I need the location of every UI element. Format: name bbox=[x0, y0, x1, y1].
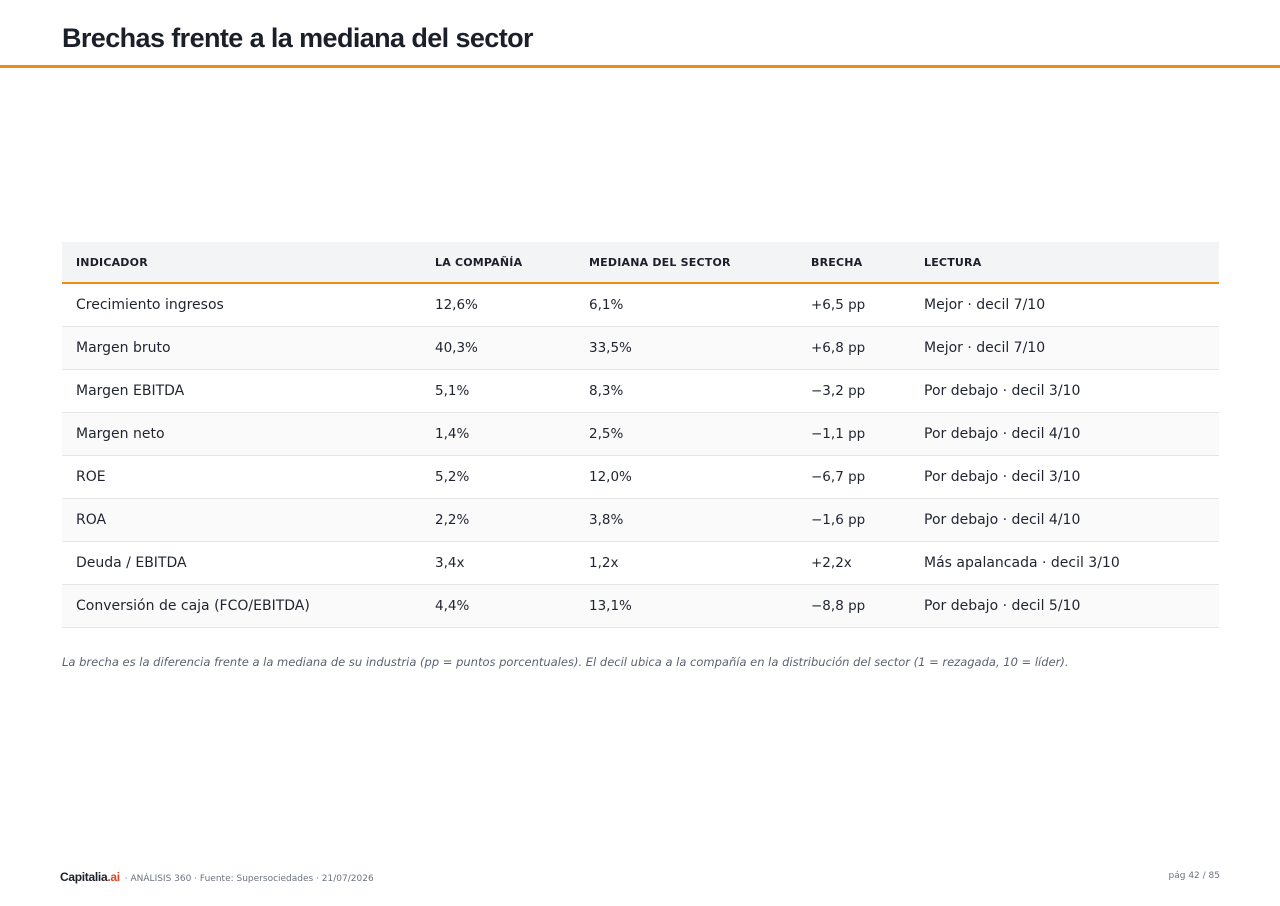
table-row: Deuda / EBITDA 3,4x 1,2x +2,2x Más apalancad… bbox=[62, 541, 1219, 585]
table-cell: Margen EBITDA bbox=[62, 369, 421, 413]
table-cell: Crecimiento ingresos bbox=[62, 283, 421, 327]
brand-name: Capitalia bbox=[60, 870, 108, 884]
table-cell: 1,2x bbox=[575, 541, 797, 585]
table-cell: 5,1% bbox=[421, 369, 575, 413]
table-cell: 8,3% bbox=[575, 369, 797, 413]
table-cell: Por debajo · decil 5/10 bbox=[910, 584, 1219, 628]
table-cell: −3,2 pp bbox=[797, 369, 910, 413]
table-cell: 3,4x bbox=[421, 541, 575, 585]
table-cell: 3,8% bbox=[575, 498, 797, 542]
table-row: Conversión de caja (FCO/EBITDA) 4,4% 13,1%… bbox=[62, 584, 1219, 628]
column-header: LECTURA bbox=[910, 242, 1219, 284]
table-cell: +6,8 pp bbox=[797, 326, 910, 370]
brand-logo: Capitalia.ai bbox=[60, 870, 120, 884]
footnote: La brecha es la diferencia frente a la m… bbox=[62, 655, 1069, 669]
table-cell: Por debajo · decil 3/10 bbox=[910, 455, 1219, 499]
footer-meta: · ANÁLISIS 360 · Fuente: Supersociedades… bbox=[124, 874, 374, 884]
table-cell: 2,5% bbox=[575, 412, 797, 456]
column-header: INDICADOR bbox=[62, 242, 421, 284]
table-cell: 2,2% bbox=[421, 498, 575, 542]
table-cell: 1,4% bbox=[421, 412, 575, 456]
table-cell: 6,1% bbox=[575, 283, 797, 327]
table-row: Margen bruto 40,3% 33,5% +6,8 pp Mejor · dec… bbox=[62, 326, 1219, 370]
table-cell: Más apalancada · decil 3/10 bbox=[910, 541, 1219, 585]
table-cell: Deuda / EBITDA bbox=[62, 541, 421, 585]
table-cell: Por debajo · decil 3/10 bbox=[910, 369, 1219, 413]
table-cell: Mejor · decil 7/10 bbox=[910, 326, 1219, 370]
column-header: BRECHA bbox=[797, 242, 910, 284]
gap-table: INDICADOR LA COMPAÑÍA MEDIANA DEL SECTOR BR… bbox=[62, 242, 1219, 628]
column-header: LA COMPAÑÍA bbox=[421, 242, 575, 284]
table-cell: Mejor · decil 7/10 bbox=[910, 283, 1219, 327]
table-cell: −6,7 pp bbox=[797, 455, 910, 499]
page-number: pág 42 / 85 bbox=[1168, 871, 1220, 881]
table-row: Crecimiento ingresos 12,6% 6,1% +6,5 pp Mejo… bbox=[62, 283, 1219, 327]
footer-left: Capitalia.ai · ANÁLISIS 360 · Fuente: Su… bbox=[60, 870, 374, 884]
table-cell: −1,1 pp bbox=[797, 412, 910, 456]
table-cell: Conversión de caja (FCO/EBITDA) bbox=[62, 584, 421, 628]
table-row: ROA 2,2% 3,8% −1,6 pp Por debajo · decil 4/1… bbox=[62, 498, 1219, 542]
table-cell: ROA bbox=[62, 498, 421, 542]
table-row: Margen EBITDA 5,1% 8,3% −3,2 pp Por debajo ·… bbox=[62, 369, 1219, 413]
title-rule bbox=[0, 65, 1280, 68]
table-row: ROE 5,2% 12,0% −6,7 pp Por debajo · decil 3/… bbox=[62, 455, 1219, 499]
table-cell: +6,5 pp bbox=[797, 283, 910, 327]
gap-table-container: INDICADOR LA COMPAÑÍA MEDIANA DEL SECTOR BR… bbox=[62, 242, 1219, 628]
table-cell: +2,2x bbox=[797, 541, 910, 585]
table-cell: Margen bruto bbox=[62, 326, 421, 370]
table-cell: 12,6% bbox=[421, 283, 575, 327]
table-cell: 40,3% bbox=[421, 326, 575, 370]
table-header-row: INDICADOR LA COMPAÑÍA MEDIANA DEL SECTOR BR… bbox=[62, 242, 1219, 284]
table-cell: 33,5% bbox=[575, 326, 797, 370]
table-cell: Por debajo · decil 4/10 bbox=[910, 498, 1219, 542]
table-cell: −8,8 pp bbox=[797, 584, 910, 628]
table-cell: 5,2% bbox=[421, 455, 575, 499]
table-body: Crecimiento ingresos 12,6% 6,1% +6,5 pp Mejo… bbox=[62, 283, 1219, 628]
table-cell: 12,0% bbox=[575, 455, 797, 499]
column-header: MEDIANA DEL SECTOR bbox=[575, 242, 797, 284]
table-cell: ROE bbox=[62, 455, 421, 499]
table-cell: 13,1% bbox=[575, 584, 797, 628]
table-row: Margen neto 1,4% 2,5% −1,1 pp Por debajo · d… bbox=[62, 412, 1219, 456]
table-cell: Margen neto bbox=[62, 412, 421, 456]
page-title: Brechas frente a la mediana del sector bbox=[62, 23, 534, 53]
table-cell: Por debajo · decil 4/10 bbox=[910, 412, 1219, 456]
table-cell: 4,4% bbox=[421, 584, 575, 628]
table-cell: −1,6 pp bbox=[797, 498, 910, 542]
brand-suffix: .ai bbox=[107, 870, 120, 884]
